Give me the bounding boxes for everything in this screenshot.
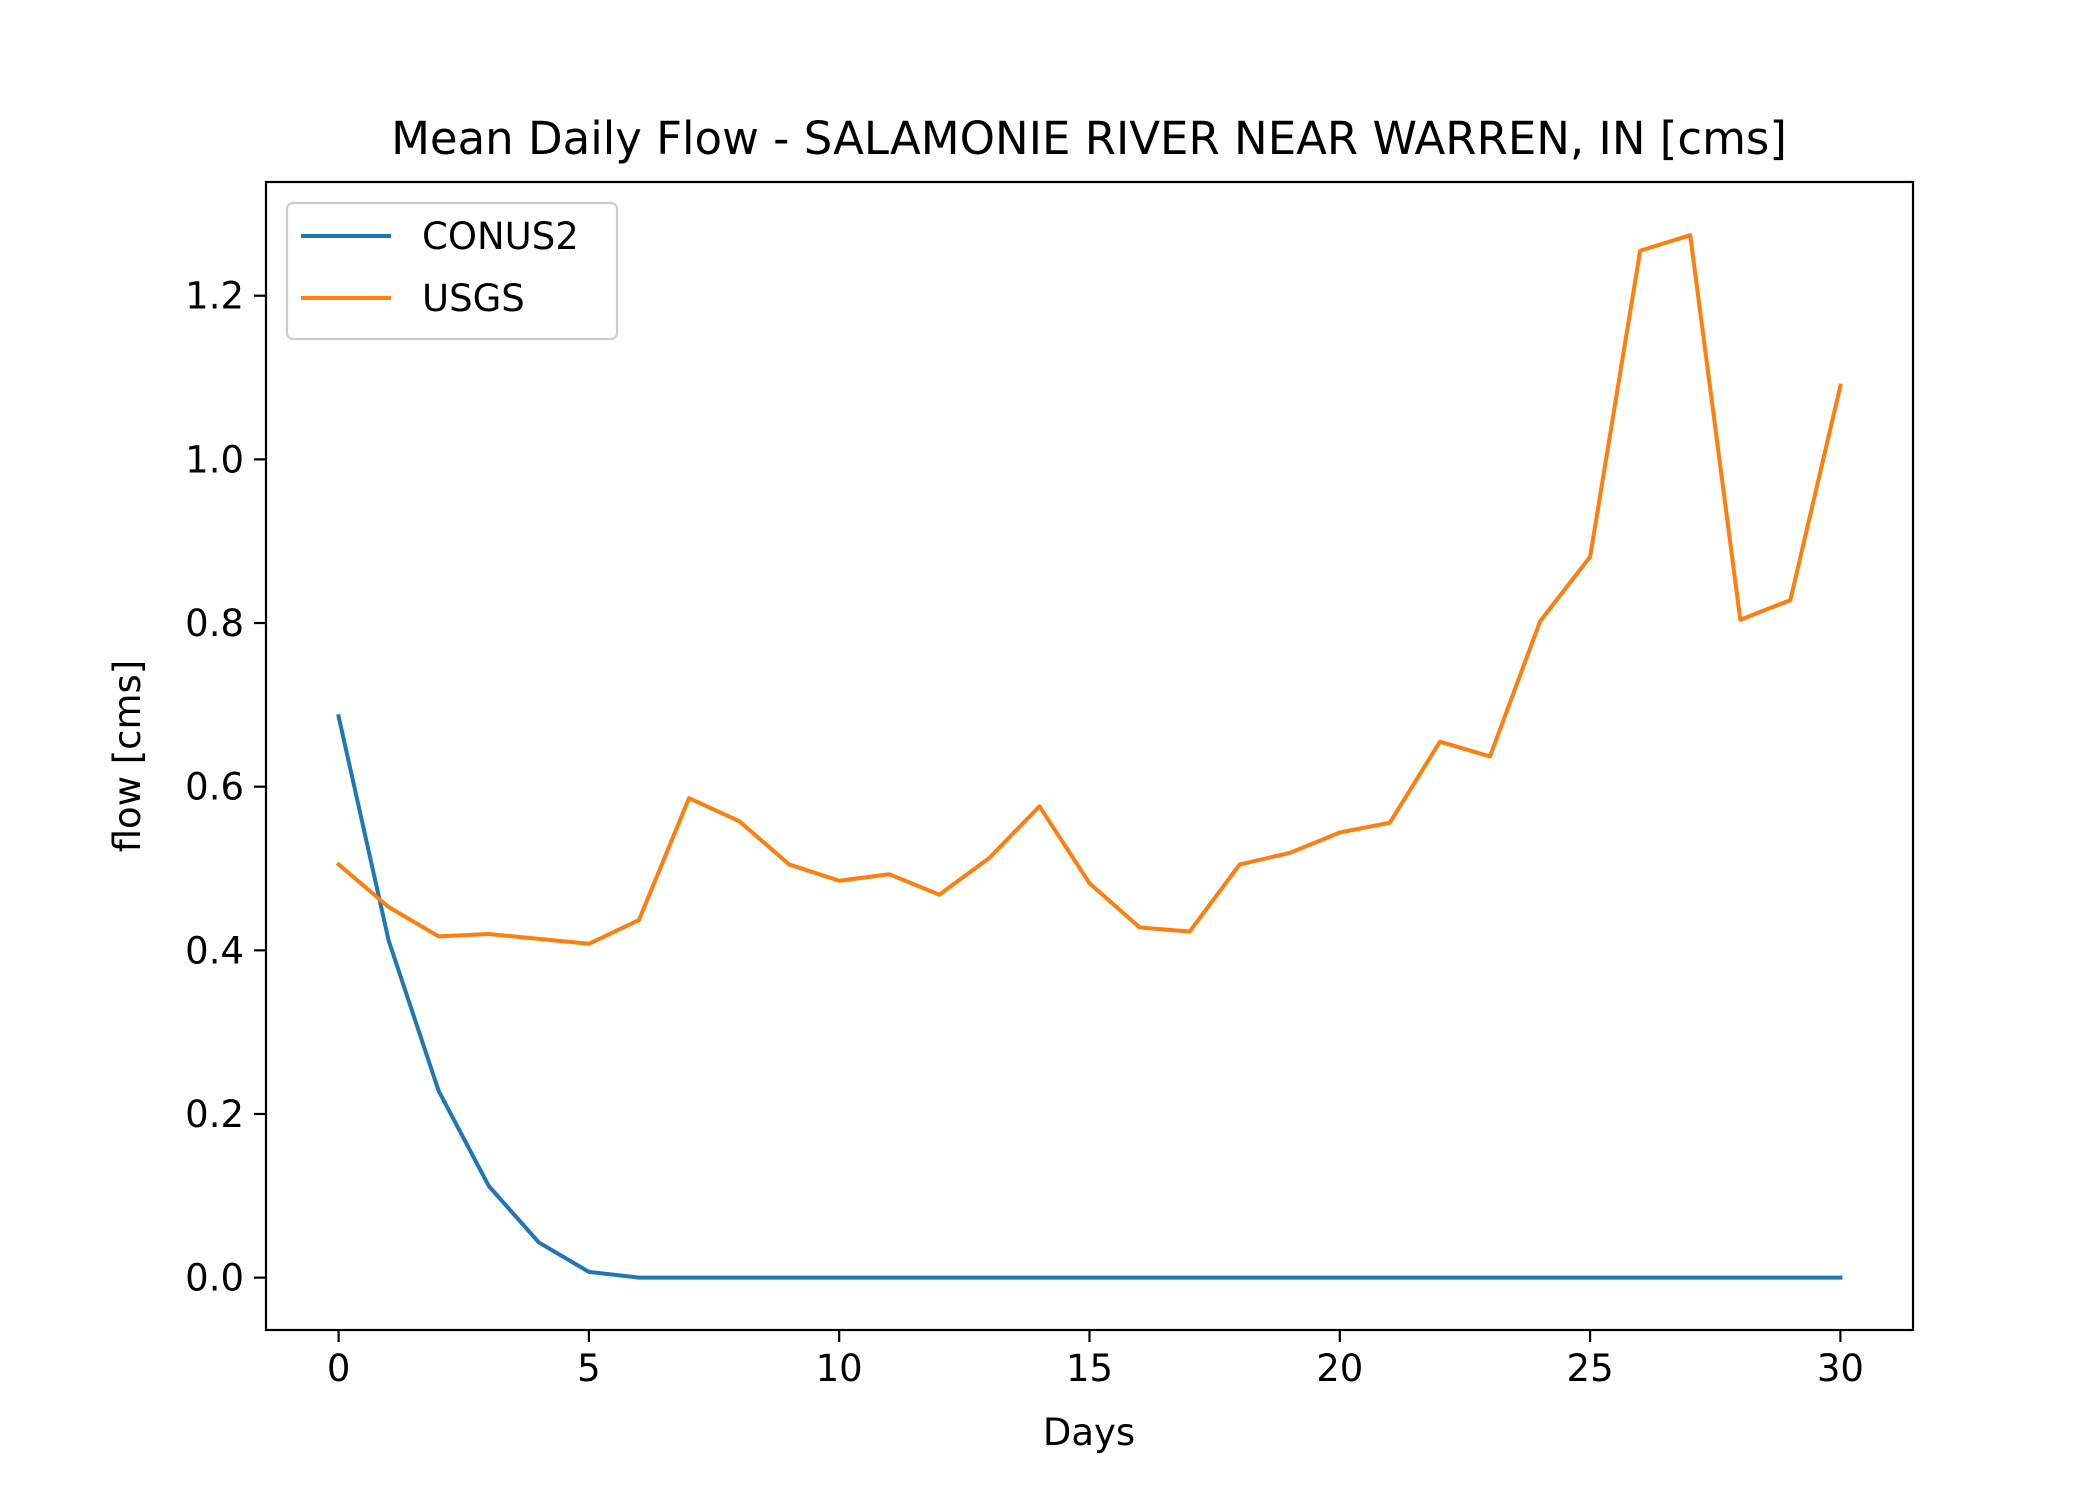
y-axis-label: flow [cms] [106, 660, 149, 853]
legend-label-usgs: USGS [422, 277, 525, 320]
x-tick-label: 25 [1567, 1347, 1614, 1390]
series-line-conus2 [336, 713, 1843, 1280]
series-line-usgs [335, 233, 1843, 946]
y-tick-label: 1.0 [185, 438, 244, 481]
y-axis-ticks: 0.0 0.2 0.4 0.6 0.8 1.0 1.2 [185, 275, 266, 1300]
legend-label-conus2: CONUS2 [422, 215, 579, 258]
legend: CONUS2 USGS [285, 201, 619, 341]
y-tick-label: 0.2 [185, 1093, 244, 1136]
y-tick-label: 1.2 [185, 275, 244, 318]
x-tick-label: 0 [327, 1347, 351, 1390]
chart-title: Mean Daily Flow - SALAMONIE RIVER NEAR W… [391, 112, 1787, 165]
x-tick-label: 30 [1817, 1347, 1864, 1390]
x-tick-label: 5 [577, 1347, 601, 1390]
x-tick-label: 20 [1316, 1347, 1363, 1390]
x-axis-ticks: 0 5 10 15 20 25 30 [327, 1330, 1864, 1390]
x-tick-label: 15 [1066, 1347, 1113, 1390]
y-tick-label: 0.0 [185, 1257, 244, 1300]
y-tick-label: 0.6 [185, 766, 244, 809]
series-layer [335, 233, 1843, 1280]
x-axis-label: Days [1043, 1411, 1135, 1454]
y-tick-label: 0.8 [185, 602, 244, 645]
x-tick-label: 10 [816, 1347, 863, 1390]
y-tick-label: 0.4 [185, 929, 244, 972]
